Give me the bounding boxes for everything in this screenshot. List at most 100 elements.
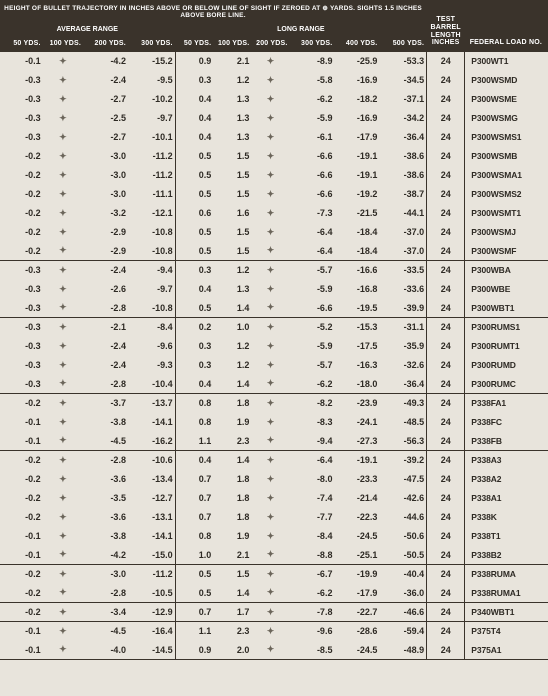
cell: ✦	[251, 375, 289, 394]
cell: -16.6	[334, 261, 379, 280]
cell: ✦	[251, 413, 289, 432]
table-row: -0.3✦-2.8-10.40.41.4✦-6.2-18.0-36.424P30…	[0, 375, 548, 394]
cell: P300WSMJ	[465, 223, 548, 242]
cell: 24	[427, 584, 465, 603]
avg-50: 50 YDS.	[0, 36, 43, 52]
cell: 0.4	[175, 451, 213, 470]
table-row: -0.2✦-2.9-10.80.51.5✦-6.4-18.4-37.024P30…	[0, 223, 548, 242]
cell: 24	[427, 489, 465, 508]
cell: -3.7	[83, 394, 128, 413]
cell: ✦	[43, 109, 83, 128]
cell: -5.2	[290, 318, 335, 337]
cell: -0.2	[0, 451, 43, 470]
cell: -6.2	[290, 584, 335, 603]
cell: 0.5	[175, 166, 213, 185]
cell: -28.6	[334, 622, 379, 641]
cell: -6.6	[290, 299, 335, 318]
cell: ✦	[43, 204, 83, 223]
cell: 0.4	[175, 280, 213, 299]
cell: -14.5	[128, 641, 175, 660]
cell: -16.8	[334, 280, 379, 299]
cell: ✦	[43, 128, 83, 147]
cell: 1.8	[213, 394, 251, 413]
cell: 0.9	[175, 641, 213, 660]
long-500: 500 YDS.	[379, 36, 426, 52]
cell: 1.3	[213, 109, 251, 128]
cell: -8.8	[290, 546, 335, 565]
cell: 0.7	[175, 470, 213, 489]
cell: -40.4	[379, 565, 426, 584]
cell: -19.1	[334, 147, 379, 166]
cell: 1.8	[213, 470, 251, 489]
cell: 1.5	[213, 223, 251, 242]
cell: 1.4	[213, 584, 251, 603]
cell: 1.0	[213, 318, 251, 337]
cell: ✦	[43, 52, 83, 71]
cell: -0.3	[0, 280, 43, 299]
table-row: -0.3✦-2.7-10.10.41.3✦-6.1-17.9-36.424P30…	[0, 128, 548, 147]
table-row: -0.1✦-4.5-16.41.12.3✦-9.6-28.6-59.424P37…	[0, 622, 548, 641]
cell: -15.3	[334, 318, 379, 337]
cell: 24	[427, 641, 465, 660]
cell: 1.3	[213, 90, 251, 109]
table-row: -0.3✦-2.6-9.70.41.3✦-5.9-16.8-33.624P300…	[0, 280, 548, 299]
cell: ✦	[43, 527, 83, 546]
cell: -0.3	[0, 109, 43, 128]
long-400: 400 YDS.	[334, 36, 379, 52]
cell: -31.1	[379, 318, 426, 337]
cell: -0.2	[0, 147, 43, 166]
cell: P300WBE	[465, 280, 548, 299]
cell: 0.4	[175, 375, 213, 394]
cell: -18.4	[334, 223, 379, 242]
cell: -0.2	[0, 166, 43, 185]
cell: -13.1	[128, 508, 175, 527]
cell: -25.1	[334, 546, 379, 565]
cell: -25.9	[334, 52, 379, 71]
cell: -36.0	[379, 584, 426, 603]
cell: -6.4	[290, 242, 335, 261]
cell: -6.2	[290, 375, 335, 394]
cell: -6.6	[290, 166, 335, 185]
cell: -3.0	[83, 147, 128, 166]
table-row: -0.1✦-3.8-14.10.81.9✦-8.3-24.1-48.524P33…	[0, 413, 548, 432]
cell: 2.0	[213, 641, 251, 660]
cell: -6.4	[290, 451, 335, 470]
cell: -39.2	[379, 451, 426, 470]
cell: 0.7	[175, 489, 213, 508]
cell: -2.9	[83, 223, 128, 242]
cell: -18.0	[334, 375, 379, 394]
cell: 24	[427, 71, 465, 90]
cell: 0.3	[175, 71, 213, 90]
cell: -3.2	[83, 204, 128, 223]
cell: 1.2	[213, 261, 251, 280]
cell: -6.6	[290, 147, 335, 166]
cell: 1.8	[213, 489, 251, 508]
cell: -2.4	[83, 71, 128, 90]
cell: -38.6	[379, 147, 426, 166]
cell: P300RUMT1	[465, 337, 548, 356]
cell: -17.9	[334, 128, 379, 147]
cell: ✦	[43, 242, 83, 261]
cell: ✦	[43, 470, 83, 489]
cell: -24.5	[334, 641, 379, 660]
cell: -0.2	[0, 185, 43, 204]
cell: -3.4	[83, 603, 128, 622]
cell: P338A1	[465, 489, 548, 508]
cell: 0.9	[175, 52, 213, 71]
cell: -12.7	[128, 489, 175, 508]
cell: -32.6	[379, 356, 426, 375]
cell: -10.1	[128, 128, 175, 147]
cell: -19.1	[334, 451, 379, 470]
cell: 2.3	[213, 432, 251, 451]
cell: ✦	[251, 223, 289, 242]
cell: -11.1	[128, 185, 175, 204]
cell: -18.2	[334, 90, 379, 109]
cell: -0.2	[0, 508, 43, 527]
cell: -0.2	[0, 242, 43, 261]
cell: ✦	[43, 641, 83, 660]
table-row: -0.2✦-2.8-10.50.51.4✦-6.2-17.9-36.024P33…	[0, 584, 548, 603]
cell: -9.5	[128, 71, 175, 90]
cell: ✦	[43, 603, 83, 622]
table-row: -0.3✦-2.4-9.30.31.2✦-5.7-16.3-32.624P300…	[0, 356, 548, 375]
cell: -37.0	[379, 223, 426, 242]
